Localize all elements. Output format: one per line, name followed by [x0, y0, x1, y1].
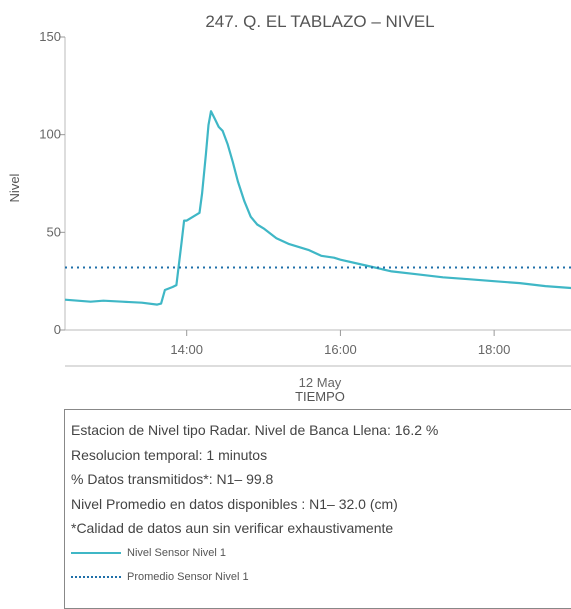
station-info-box: Estacion de Nivel tipo Radar. Nivel de B… — [64, 409, 571, 609]
legend-solid-line-icon — [71, 551, 121, 554]
chart-title: 247. Q. EL TABLAZO – NIVEL — [205, 12, 434, 31]
y-axis-title: Nivel — [7, 173, 22, 202]
y-tick-label: 50 — [47, 224, 61, 239]
info-line-data-transmitted: % Datos transmitidos*: N1– 99.8 — [71, 471, 274, 487]
series-layer — [65, 110, 571, 306]
y-tick-label: 100 — [39, 127, 61, 142]
y-tick-label: 0 — [54, 322, 61, 337]
info-line-average-level: Nivel Promedio en datos disponibles : N1… — [71, 495, 398, 512]
x-axis-title: TIEMPO — [295, 389, 345, 404]
legend-item-sensor: Nivel Sensor Nivel 1 — [71, 541, 571, 565]
info-line-resolution: Resolucion temporal: 1 minutos — [71, 446, 268, 463]
info-line-quality-note: *Calidad de datos aun sin verificar exha… — [71, 520, 394, 536]
x-tick-label: 14:00 — [170, 342, 203, 357]
x-date-label: 12 May — [299, 375, 342, 390]
y-tick-label: 150 — [39, 29, 61, 44]
legend-label-sensor: Nivel Sensor Nivel 1 — [127, 546, 227, 559]
series-line-nivel-sensor — [65, 110, 571, 306]
level-chart: 247. Q. EL TABLAZO – NIVEL Nivel 0 50 100 1… — [7, 12, 571, 404]
legend-label-average: Promedio Sensor Nivel 1 — [127, 570, 249, 583]
x-tick-label: 16:00 — [324, 342, 357, 357]
x-axis: 14:00 16:00 18:00 — [65, 329, 571, 367]
y-axis: 0 50 100 150 — [39, 29, 66, 337]
legend-item-average: Promedio Sensor Nivel 1 — [71, 565, 571, 589]
x-tick-label: 18:00 — [478, 342, 511, 357]
legend-dotted-line-icon — [71, 575, 121, 578]
info-line-banca-llena: Estacion de Nivel tipo Radar. Nivel de B… — [71, 422, 439, 438]
